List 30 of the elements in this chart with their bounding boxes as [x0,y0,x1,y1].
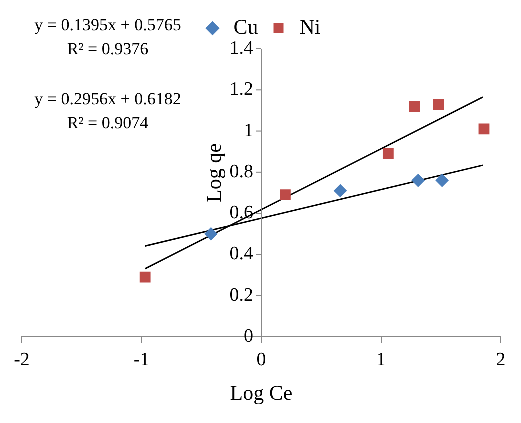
point [334,184,348,198]
legend-label: Cu [234,15,259,40]
point [280,190,291,201]
annotation: y = 0.2956x + 0.6182 [34,89,182,108]
text: y = 0.1395x + 0.5765 [34,15,182,34]
point [412,174,425,188]
point [204,228,218,241]
y-tick-label: 0 [244,326,254,347]
point [409,101,420,112]
point [433,99,444,110]
y-tick-label: 0.6 [230,202,254,224]
x-tick-label: 2 [496,349,506,370]
x-tick-label: -2 [14,349,30,370]
y-tick-label: 1 [244,120,254,142]
annotation: R² = 0.9074 [67,113,150,132]
point [382,148,394,160]
annotation: R² = 0.9376 [67,39,149,58]
y-tick-label: 1.4 [230,38,254,59]
y-tick-label: 0.2 [230,284,254,306]
point [140,272,151,283]
y-axis-title: Log qe [202,144,226,202]
x-tick-label: -1 [134,349,150,370]
point [436,174,449,188]
y-tick-label: 0.8 [230,161,254,182]
y-tick-label: 0.4 [230,244,254,265]
point [478,124,490,135]
x-axis-title: Log Ce [230,380,293,405]
legend-label: Ni [300,15,321,40]
y-tick-label: 1.2 [230,79,254,100]
x-tick-label: 1 [376,349,386,370]
